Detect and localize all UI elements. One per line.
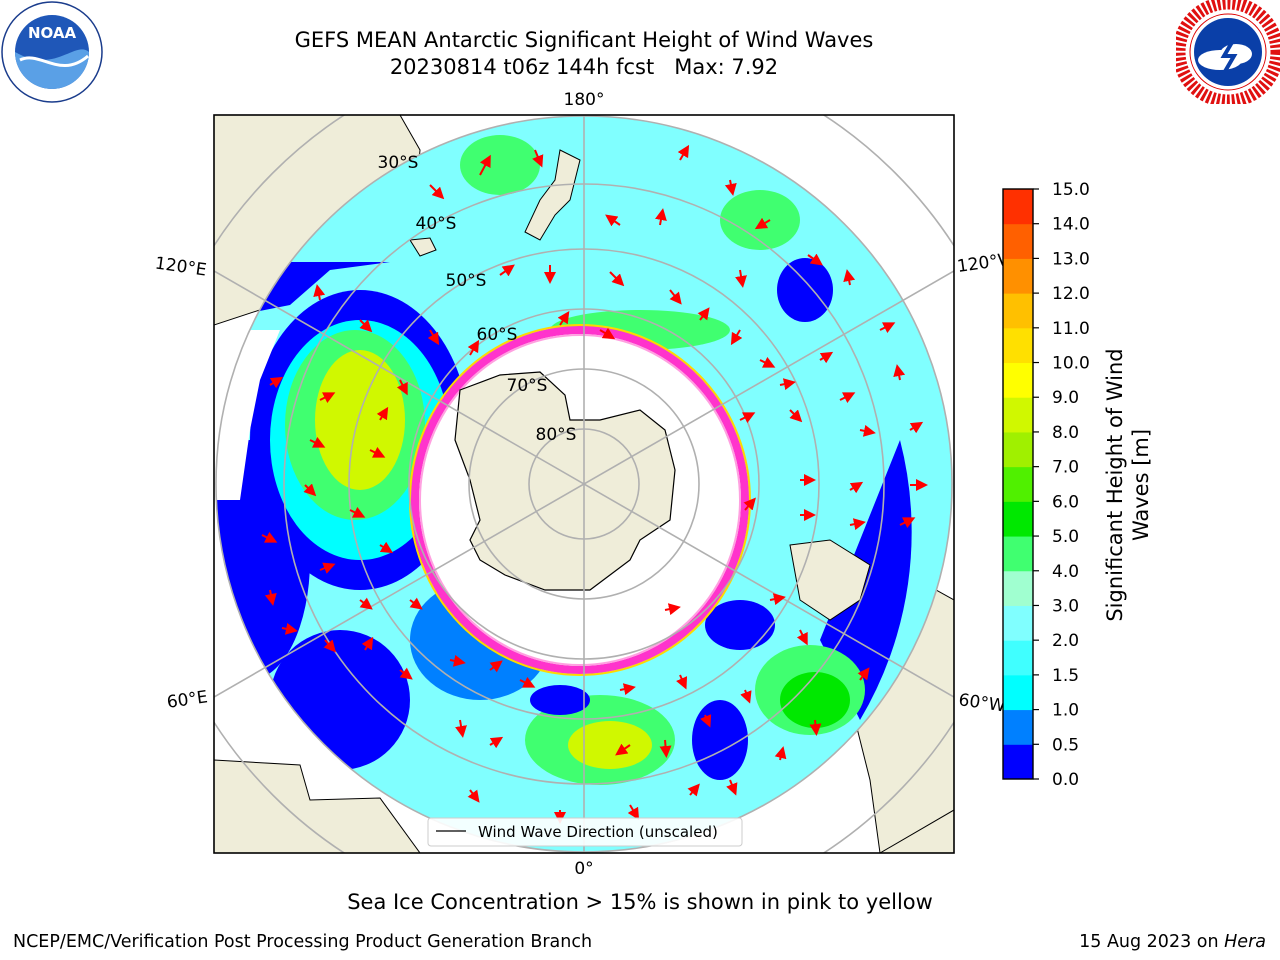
nws-logo-icon — [1176, 0, 1280, 104]
colorbar-tick-label: 15.0 — [1052, 180, 1090, 200]
colorbar-swatch — [1003, 397, 1033, 433]
lat-label-50s: 50°S — [446, 271, 487, 291]
colorbar-swatch — [1003, 258, 1033, 294]
colorbar-frame — [1002, 188, 1034, 780]
date-text: 15 Aug 2023 on — [1079, 932, 1225, 952]
map-frame — [213, 114, 955, 854]
colorbar-tick-label: 1.5 — [1052, 666, 1079, 686]
colorbar-tick-label: 6.0 — [1052, 492, 1079, 512]
wind-wave-direction-arrows — [261, 144, 928, 824]
colorbar-tick-label: 11.0 — [1052, 319, 1090, 339]
date-stamp: 15 Aug 2023 on Hera — [1079, 932, 1266, 952]
noaa-logo-text: NOAA — [28, 24, 77, 42]
colorbar-swatch — [1003, 223, 1033, 259]
colorbar: 0.0 0.5 1.0 1.5 2.0 3.0 4.0 5.0 6.0 7.0 8.0 9.0 10.0… — [1002, 180, 1090, 790]
lon-label-right-lower: 60°W — [957, 690, 1006, 716]
colorbar-swatch — [1003, 570, 1033, 606]
colorbar-swatch — [1003, 744, 1033, 780]
lon-label-bottom: 0° — [574, 859, 593, 879]
colorbar-title-line2: Waves [m] — [1129, 428, 1153, 542]
colorbar-swatch — [1003, 189, 1033, 225]
colorbar-tick-label: 0.0 — [1052, 770, 1079, 790]
colorbar-swatch — [1003, 536, 1033, 572]
land-inner — [409, 149, 871, 621]
colorbar-swatch — [1003, 709, 1033, 745]
colorbar-swatch — [1003, 431, 1033, 468]
colorbar-tick-label: 13.0 — [1052, 249, 1090, 269]
colorbar-tick-label: 4.0 — [1052, 562, 1079, 582]
colorbar-tick-label: 8.0 — [1052, 423, 1079, 443]
lat-label-60s: 60°S — [477, 325, 518, 345]
colorbar-swatch — [1003, 640, 1033, 676]
colorbar-tick-label: 3.0 — [1052, 596, 1079, 616]
colorbar-swatch — [1003, 674, 1033, 711]
lon-label-left-upper: 120°E — [154, 254, 208, 281]
colorbar-tick-label: 1.0 — [1052, 701, 1079, 721]
lat-label-80s: 80°S — [536, 425, 577, 445]
chart-subtitle: 20230814 t06z 144h fcst Max: 7.92 — [389, 55, 779, 79]
colorbar-swatch — [1003, 466, 1033, 502]
legend-label: Wind Wave Direction (unscaled) — [478, 823, 718, 841]
lon-label-top: 180° — [564, 90, 605, 110]
colorbar-swatch — [1003, 362, 1033, 398]
colorbar-swatch — [1003, 327, 1033, 364]
colorbar-swatch — [1003, 501, 1033, 537]
colorbar-tick-label: 7.0 — [1052, 458, 1079, 478]
lat-label-40s: 40°S — [416, 214, 457, 234]
lon-label-left-lower: 60°E — [166, 687, 209, 712]
latitude-labels: 30°S 40°S 50°S 60°S 70°S 80°S — [378, 153, 577, 445]
graticule — [214, 115, 954, 853]
colorbar-tick-label: 9.0 — [1052, 388, 1079, 408]
credit-line: NCEP/EMC/Verification Post Processing Pr… — [13, 932, 593, 952]
colorbar-swatch — [1003, 293, 1033, 329]
map-legend: Wind Wave Direction (unscaled) — [427, 817, 743, 847]
colorbar-tick-label: 2.0 — [1052, 631, 1079, 651]
machine-name: Hera — [1224, 932, 1266, 952]
colorbar-title: Significant Height of Wind Waves [m] — [1102, 348, 1154, 621]
colorbar-tick-label: 10.0 — [1052, 354, 1090, 374]
lat-label-70s: 70°S — [507, 376, 548, 396]
colorbar-tick-label: 5.0 — [1052, 527, 1079, 547]
noaa-logo-icon: NOAA — [1, 1, 103, 103]
colorbar-title-line1: Significant Height of Wind — [1103, 348, 1127, 622]
colorbar-swatch — [1003, 605, 1033, 641]
colorbar-tick-label: 12.0 — [1052, 284, 1090, 304]
chart-title: GEFS MEAN Antarctic Significant Height o… — [294, 28, 874, 52]
sea-ice-note: Sea Ice Concentration > 15% is shown in … — [347, 890, 933, 914]
colorbar-tick-label: 0.5 — [1052, 735, 1079, 755]
lat-label-30s: 30°S — [378, 153, 419, 173]
colorbar-tick-label: 14.0 — [1052, 215, 1090, 235]
